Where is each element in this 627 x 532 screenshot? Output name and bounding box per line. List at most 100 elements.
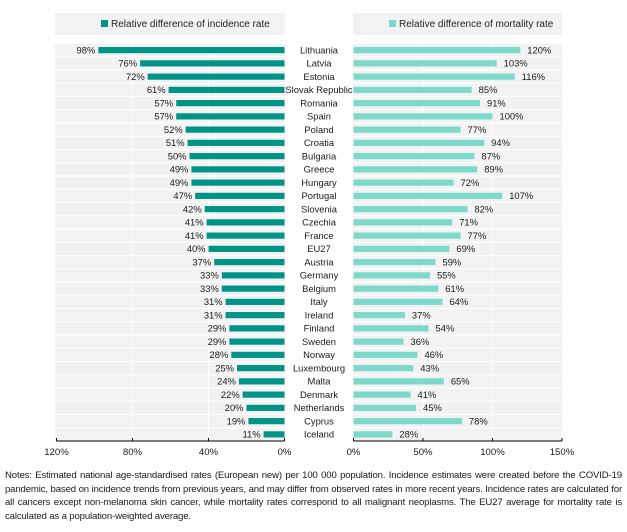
mortality-bar [353, 153, 475, 160]
incidence-value-label: 41% [185, 230, 204, 241]
mortality-bar [353, 100, 480, 107]
incidence-value-label: 47% [173, 190, 192, 201]
mortality-tick-label: 100% [480, 447, 505, 458]
incidence-bar [229, 325, 285, 332]
mortality-bar [353, 391, 411, 398]
incidence-value-label: 49% [170, 177, 189, 188]
incidence-bar [221, 285, 285, 292]
mortality-tick-label: 50% [413, 447, 433, 458]
mortality-value-label: 46% [424, 349, 443, 360]
mortality-bar [353, 285, 439, 292]
mortality-row-bg [353, 428, 562, 441]
incidence-bar [225, 312, 285, 319]
category-label: Finland [304, 323, 335, 334]
incidence-bar [185, 126, 285, 133]
incidence-bar [231, 351, 285, 358]
legend-mortality-box [353, 13, 562, 35]
incidence-bar [204, 206, 285, 213]
incidence-bar [237, 365, 285, 372]
mortality-bar [353, 431, 393, 438]
incidence-bar [147, 73, 285, 80]
incidence-value-label: 57% [154, 111, 173, 122]
incidence-tick-label: 120% [44, 447, 69, 458]
mortality-value-label: 87% [481, 150, 500, 161]
mortality-bar [353, 166, 478, 173]
mortality-value-label: 91% [487, 97, 506, 108]
category-label: Slovak Republic [285, 84, 353, 95]
incidence-bar [214, 259, 285, 266]
category-label: Cyprus [304, 415, 334, 426]
mortality-value-label: 69% [456, 243, 475, 254]
incidence-value-label: 72% [126, 71, 145, 82]
incidence-value-label: 61% [147, 84, 166, 95]
mortality-bar [353, 418, 462, 425]
mortality-bar [353, 179, 454, 186]
mortality-value-label: 61% [445, 283, 464, 294]
mortality-value-label: 43% [420, 362, 439, 373]
mortality-bar [353, 126, 461, 133]
incidence-row-bg [55, 322, 285, 335]
mortality-tick-label: 0% [347, 447, 361, 458]
category-label: Luxembourg [293, 362, 345, 373]
mortality-value-label: 89% [484, 164, 503, 175]
mortality-value-label: 85% [479, 84, 498, 95]
incidence-value-label: 28% [210, 349, 229, 360]
mortality-bar [353, 60, 497, 67]
category-label: Spain [307, 111, 331, 122]
mortality-value-label: 78% [469, 415, 488, 426]
mortality-value-label: 71% [459, 217, 478, 228]
incidence-value-label: 42% [183, 203, 202, 214]
legend-incidence-box [55, 13, 285, 35]
category-label: EU27 [307, 243, 330, 254]
category-label: France [304, 230, 333, 241]
mortality-row-bg [353, 335, 562, 348]
incidence-value-label: 41% [185, 217, 204, 228]
mortality-bar [353, 351, 418, 358]
legend-mortality-label: Relative difference of mortality rate [399, 19, 554, 30]
incidence-value-label: 76% [118, 58, 137, 69]
legend-mortality: Relative difference of mortality rate [353, 13, 562, 35]
incidence-bar [191, 166, 285, 173]
incidence-bar [176, 113, 285, 120]
category-label: Lithuania [300, 44, 339, 55]
mortality-value-label: 103% [504, 58, 528, 69]
mortality-bar [353, 259, 436, 266]
category-label: Latvia [306, 58, 332, 69]
labels: 98% Lithuania 120% 76% Latvia 103% 72% Estonia 1… [77, 44, 552, 439]
mortality-value-label: 36% [411, 336, 430, 347]
mortality-value-label: 37% [412, 309, 431, 320]
category-label: Austria [304, 256, 334, 267]
mortality-bar [353, 272, 430, 279]
category-label: Italy [310, 296, 328, 307]
mortality-value-label: 41% [417, 389, 436, 400]
mortality-bar [353, 47, 521, 54]
incidence-value-label: 50% [168, 150, 187, 161]
bars [98, 47, 521, 438]
category-label: Netherlands [294, 402, 345, 413]
incidence-tick-label: 0% [278, 447, 292, 458]
incidence-bar [168, 86, 285, 93]
incidence-bar [263, 431, 285, 438]
incidence-bar [98, 47, 285, 54]
legend-incidence-swatch [101, 20, 108, 27]
mortality-bar [353, 139, 485, 146]
category-label: Bulgaria [302, 150, 337, 161]
incidence-row-bg [55, 362, 285, 375]
mortality-value-label: 28% [399, 429, 418, 440]
mortality-bar [353, 86, 472, 93]
incidence-value-label: 33% [200, 270, 219, 281]
category-label: Belgium [302, 283, 336, 294]
incidence-value-label: 52% [164, 124, 183, 135]
mortality-bar [353, 312, 405, 319]
chart: Relative difference of incidence rate Re… [44, 13, 575, 458]
axes: 0% 40% 80% 120% 0% 50% 100% 150% [44, 438, 575, 458]
incidence-value-label: 29% [208, 336, 227, 347]
mortality-value-label: 59% [443, 256, 462, 267]
mortality-bar [353, 232, 461, 239]
mortality-bar [353, 245, 450, 252]
mortality-value-label: 45% [423, 402, 442, 413]
incidence-bar [248, 418, 285, 425]
mortality-value-label: 107% [509, 190, 533, 201]
mortality-value-label: 64% [449, 296, 468, 307]
legend-mortality-swatch [389, 20, 396, 27]
